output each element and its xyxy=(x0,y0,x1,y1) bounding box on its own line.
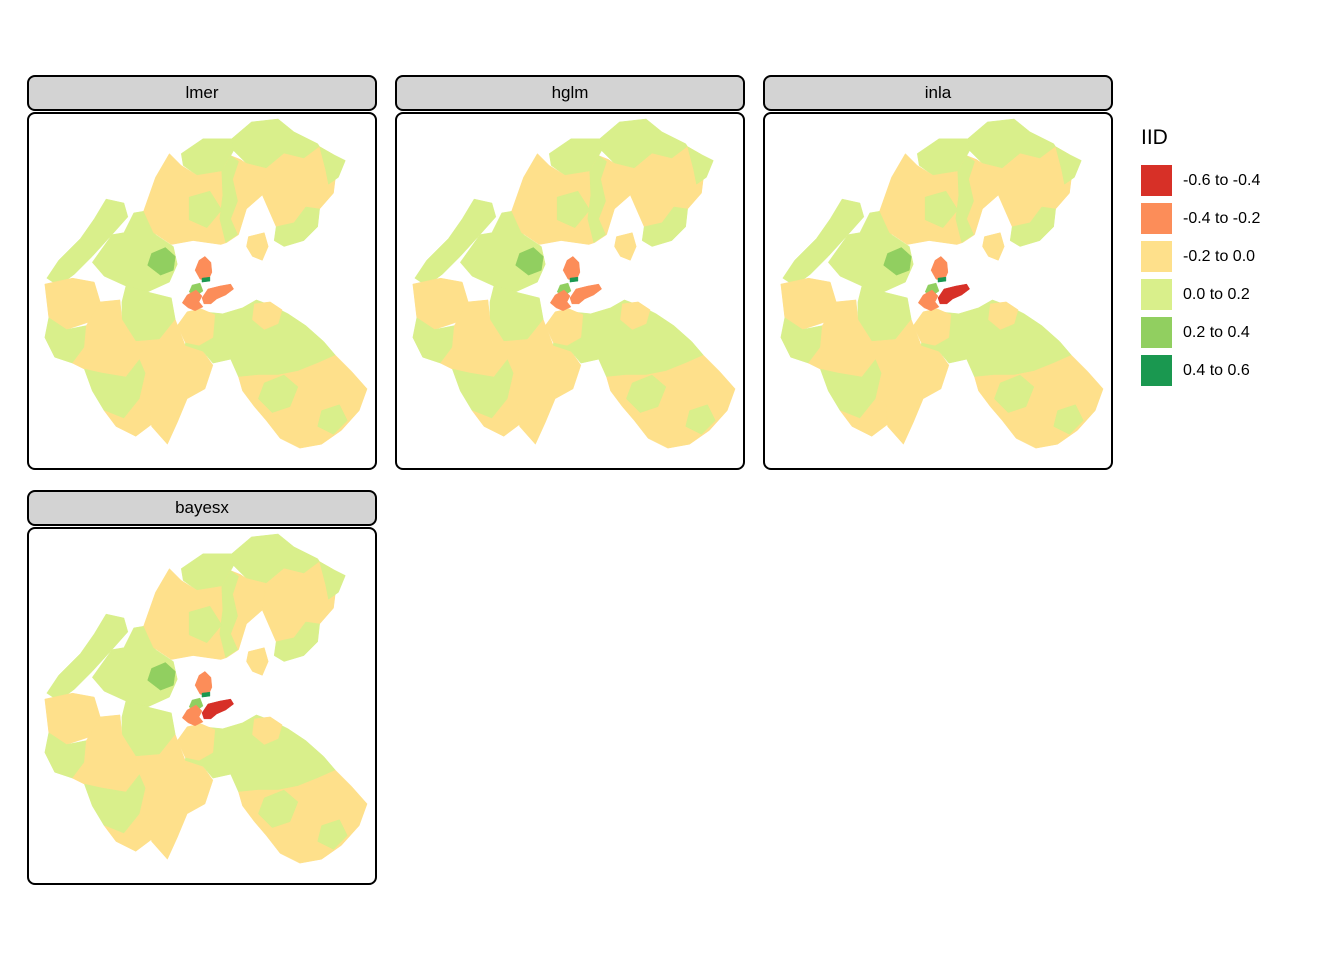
map-region-r17 xyxy=(201,691,211,698)
map-region-r15 xyxy=(194,256,213,282)
choropleth-map-inla xyxy=(780,118,1104,449)
map-region-r26 xyxy=(871,319,950,445)
legend-swatch-orange xyxy=(1141,203,1172,234)
map-region-r04 xyxy=(924,190,959,229)
choropleth-map-hglm xyxy=(412,118,736,449)
legend-swatch-medium-green xyxy=(1141,317,1172,348)
panel-inla xyxy=(763,112,1113,470)
map-region-r13 xyxy=(147,662,176,691)
map-region-r20 xyxy=(917,289,940,312)
map-region-r29 xyxy=(994,374,1035,413)
map-region-r30 xyxy=(1053,404,1084,435)
map-region-r07 xyxy=(273,206,320,247)
legend-swatch-light-green xyxy=(1141,279,1172,310)
legend-label: 0.2 to 0.4 xyxy=(1183,323,1250,341)
choropleth-map-bayesx xyxy=(44,533,368,864)
map-region-r19 xyxy=(937,283,970,305)
map-region-r21 xyxy=(177,308,216,346)
panel-strip-bayesx: bayesx xyxy=(27,490,377,526)
map-region-r31 xyxy=(620,301,651,330)
map-region-r30 xyxy=(317,819,348,850)
map-region-r15 xyxy=(562,256,581,282)
map-region-r31 xyxy=(252,301,283,330)
map-region-r08 xyxy=(614,232,637,261)
panel-title-inla: inla xyxy=(924,83,952,102)
map-region-r27 xyxy=(184,714,336,793)
map-region-r19 xyxy=(569,283,602,305)
panel-hglm xyxy=(395,112,745,470)
map-region-r06 xyxy=(319,146,346,185)
map-region-r31 xyxy=(988,301,1019,330)
map-region-r21 xyxy=(177,723,216,761)
legend-swatch-red xyxy=(1141,165,1172,196)
map-region-r07 xyxy=(273,621,320,662)
panel-strip-hglm: hglm xyxy=(395,75,745,111)
map-region-r27 xyxy=(184,299,336,378)
map-region-r15 xyxy=(194,671,213,697)
map-region-r27 xyxy=(552,299,704,378)
legend-item: -0.4 to -0.2 xyxy=(1141,203,1260,234)
map-region-r06 xyxy=(1055,146,1082,185)
legend-title: IID xyxy=(1141,126,1168,149)
panel-bayesx xyxy=(27,527,377,885)
panel-title-hglm: hglm xyxy=(551,83,589,102)
map-region-r30 xyxy=(317,404,348,435)
map-region-r04 xyxy=(188,190,223,229)
legend-item: 0.4 to 0.6 xyxy=(1141,355,1260,386)
map-region-r08 xyxy=(246,232,269,261)
map-region-r21 xyxy=(545,308,584,346)
legend-item: 0.2 to 0.4 xyxy=(1141,317,1260,348)
legend-label: -0.6 to -0.4 xyxy=(1183,171,1261,189)
map-region-r31 xyxy=(252,716,283,745)
legend-item: -0.6 to -0.4 xyxy=(1141,165,1260,196)
panel-strip-lmer: lmer xyxy=(27,75,377,111)
legend-swatch-pale-orange xyxy=(1141,241,1172,272)
legend-item: -0.2 to 0.0 xyxy=(1141,241,1260,272)
map-region-r19 xyxy=(201,283,234,305)
map-region-r15 xyxy=(930,256,949,282)
legend: IID -0.6 to -0.4 -0.4 to -0.2 -0.2 to 0.… xyxy=(1141,126,1260,393)
map-region-r17 xyxy=(937,276,947,283)
map-region-r13 xyxy=(147,247,176,276)
panel-strip-inla: inla xyxy=(763,75,1113,111)
legend-label: 0.0 to 0.2 xyxy=(1183,285,1250,303)
legend-label: -0.4 to -0.2 xyxy=(1183,209,1261,227)
map-region-r20 xyxy=(181,704,204,727)
map-region-r13 xyxy=(515,247,544,276)
legend-label: -0.2 to 0.0 xyxy=(1183,247,1256,265)
map-region-r19 xyxy=(201,698,234,720)
map-region-r27 xyxy=(920,299,1072,378)
map-region-r20 xyxy=(181,289,204,312)
map-region-r26 xyxy=(135,319,214,445)
map-region-r20 xyxy=(549,289,572,312)
map-region-r26 xyxy=(135,734,214,860)
legend-label: 0.4 to 0.6 xyxy=(1183,361,1250,379)
map-region-r07 xyxy=(641,206,688,247)
legend-item: 0.0 to 0.2 xyxy=(1141,279,1260,310)
map-region-r06 xyxy=(687,146,714,185)
map-region-r29 xyxy=(626,374,667,413)
map-region-r04 xyxy=(556,190,591,229)
choropleth-map-lmer xyxy=(44,118,368,449)
map-region-r17 xyxy=(201,276,211,283)
map-region-r29 xyxy=(258,374,299,413)
map-region-r07 xyxy=(1009,206,1056,247)
map-region-r21 xyxy=(913,308,952,346)
panel-title-lmer: lmer xyxy=(185,83,219,102)
map-region-r06 xyxy=(319,561,346,600)
map-region-r26 xyxy=(503,319,582,445)
map-region-r30 xyxy=(685,404,716,435)
panel-title-bayesx: bayesx xyxy=(175,498,229,517)
panel-lmer xyxy=(27,112,377,470)
map-region-r08 xyxy=(246,647,269,676)
map-region-r08 xyxy=(982,232,1005,261)
map-region-r17 xyxy=(569,276,579,283)
map-region-r04 xyxy=(188,605,223,644)
map-region-r13 xyxy=(883,247,912,276)
legend-swatch-dark-green xyxy=(1141,355,1172,386)
map-region-r29 xyxy=(258,789,299,828)
